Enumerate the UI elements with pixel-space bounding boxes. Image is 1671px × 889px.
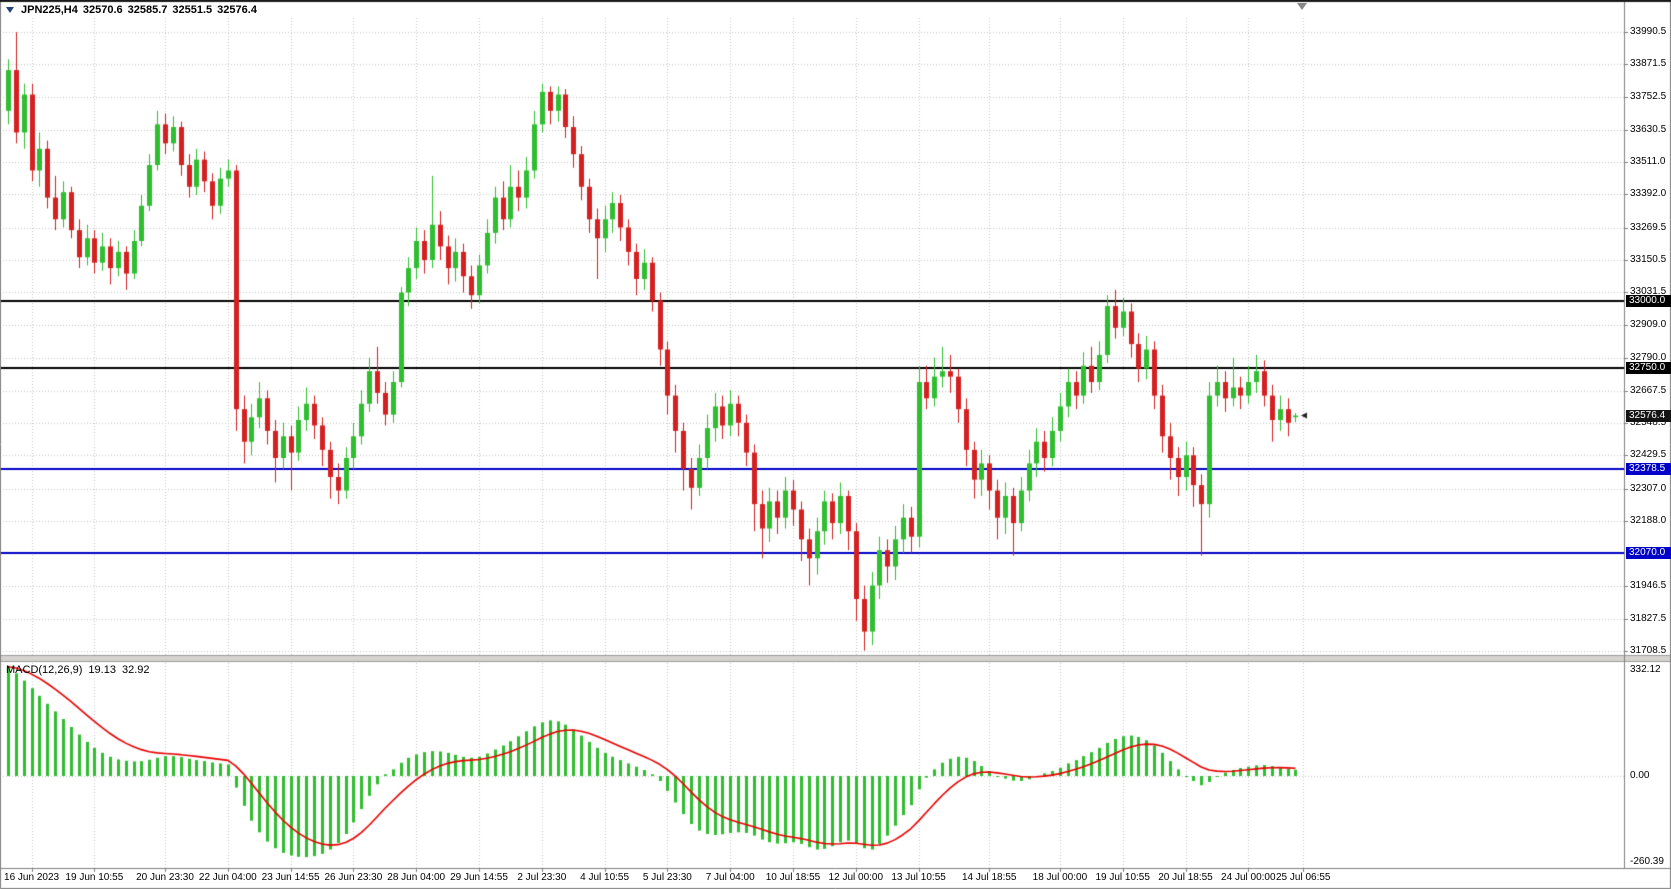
price-tick-label: 33630.5 xyxy=(1630,123,1667,135)
time-axis-label: 10 Jul 18:55 xyxy=(765,872,821,883)
time-axis-label: 16 Jun 2023 xyxy=(4,872,60,883)
price-tag-32750.0: 32750.0 xyxy=(1626,362,1671,375)
macd-indicator-label: MACD(12,26,9) 19.13 32.92 xyxy=(6,664,149,676)
price-tick-label: 31827.5 xyxy=(1630,612,1667,624)
time-axis-label: 7 Jul 04:00 xyxy=(705,872,755,883)
price-tick-label: 32909.0 xyxy=(1630,319,1667,331)
time-axis-label: 12 Jul 00:00 xyxy=(828,872,884,883)
ohlc-low: 32551.5 xyxy=(172,4,213,16)
macd-axis-label: 332.12 xyxy=(1630,664,1661,675)
price-tick-label: 32667.5 xyxy=(1630,384,1667,396)
macd-axis-label: -260.39 xyxy=(1630,856,1664,868)
price-tick-label: 32790.0 xyxy=(1630,351,1667,363)
time-axis-label: 4 Jul 10:55 xyxy=(580,872,630,883)
chart-shift-marker-icon[interactable] xyxy=(1297,3,1307,10)
price-tick-label: 33150.5 xyxy=(1630,253,1667,265)
price-tick-label: 33752.5 xyxy=(1630,90,1667,102)
time-axis-label: 2 Jul 23:30 xyxy=(517,872,567,883)
price-tag-32378.5: 32378.5 xyxy=(1626,463,1671,476)
time-axis-label: 22 Jun 04:00 xyxy=(198,872,257,883)
price-tag-32070.0: 32070.0 xyxy=(1626,546,1671,559)
macd-value-main: 19.13 xyxy=(88,664,116,676)
macd-value-signal: 32.92 xyxy=(121,664,150,676)
macd-name: MACD(12,26,9) xyxy=(6,664,83,676)
ohlc-open: 32570.6 xyxy=(82,4,123,16)
price-tag-32576.4: 32576.4 xyxy=(1626,409,1671,422)
price-tick-label: 33031.5 xyxy=(1630,286,1667,298)
time-axis-label: 20 Jul 18:55 xyxy=(1158,872,1213,883)
price-tick-label: 33269.5 xyxy=(1630,221,1667,233)
time-axis-label: 19 Jul 10:55 xyxy=(1095,872,1150,883)
price-tick-label: 32548.5 xyxy=(1630,417,1667,429)
price-tick-label: 32307.0 xyxy=(1630,482,1667,494)
chart-title: JPN225,H4 32570.6 32585.7 32551.5 32576.… xyxy=(6,4,257,16)
price-tag-33000.0: 33000.0 xyxy=(1626,294,1671,307)
price-tick-label: 31708.5 xyxy=(1630,645,1667,656)
price-tick-label: 32429.5 xyxy=(1630,449,1667,461)
price-tick-label: 33990.5 xyxy=(1630,26,1667,37)
time-axis-label: 19 Jun 10:55 xyxy=(65,872,124,883)
time-axis-label: 25 Jul 06:55 xyxy=(1276,872,1331,883)
time-axis-label: 28 Jun 04:00 xyxy=(387,872,446,883)
time-axis-label: 23 Jun 14:55 xyxy=(261,872,320,883)
time-axis-label: 14 Jul 18:55 xyxy=(962,872,1017,883)
ohlc-close: 32576.4 xyxy=(217,4,257,16)
price-tick-label: 33511.0 xyxy=(1630,156,1666,168)
price-tick-label: 31946.5 xyxy=(1630,580,1667,592)
time-axis-label: 29 Jun 14:55 xyxy=(450,872,508,883)
time-axis-label: 13 Jul 10:55 xyxy=(891,872,946,883)
time-axis-label: 20 Jun 23:30 xyxy=(136,872,194,883)
time-axis-label: 18 Jul 00:00 xyxy=(1032,872,1088,883)
macd-axis-label: 0.00 xyxy=(1630,770,1650,781)
time-axis-label: 24 Jul 00:00 xyxy=(1221,872,1276,883)
chart-symbol-period: JPN225,H4 xyxy=(21,4,78,16)
chart-menu-icon[interactable] xyxy=(6,7,14,13)
price-tick-label: 32188.0 xyxy=(1630,514,1667,526)
ohlc-high: 32585.7 xyxy=(127,4,168,16)
price-tick-label: 33392.0 xyxy=(1630,188,1667,200)
time-axis-label: 26 Jun 23:30 xyxy=(324,872,383,883)
price-tick-label: 33871.5 xyxy=(1630,58,1667,70)
time-axis-label: 5 Jul 23:30 xyxy=(642,872,692,883)
